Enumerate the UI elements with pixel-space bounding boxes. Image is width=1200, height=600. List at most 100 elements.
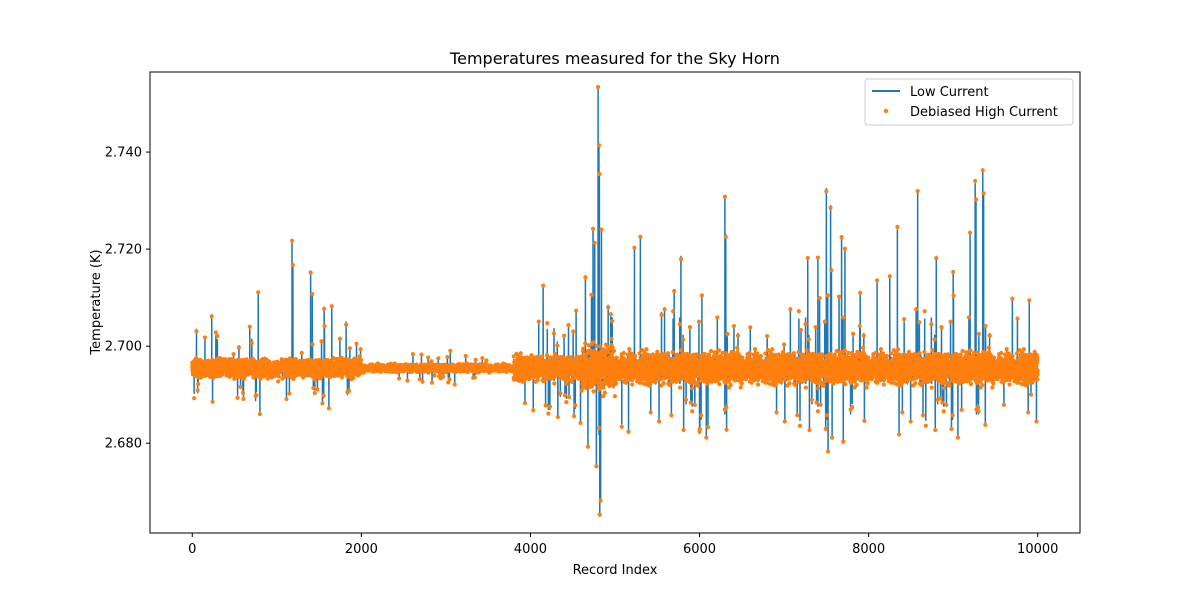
debiased-high-current-point — [436, 356, 441, 361]
debiased-high-current-point — [522, 400, 528, 406]
debiased-high-current-point — [426, 355, 431, 360]
debiased-high-current-point — [608, 312, 613, 317]
debiased-high-current-point — [321, 393, 326, 398]
debiased-high-current-point — [531, 408, 536, 413]
debiased-high-current-point — [322, 306, 327, 311]
debiased-high-current-point — [591, 340, 596, 345]
debiased-high-current-point — [315, 387, 320, 392]
debiased-high-current-point — [595, 84, 601, 90]
debiased-high-current-point — [484, 358, 489, 363]
debiased-high-current-point — [331, 356, 336, 361]
debiased-high-current-point — [276, 379, 281, 384]
debiased-high-current-point — [196, 381, 201, 387]
debiased-high-current-point — [354, 341, 359, 346]
debiased-high-current-point — [564, 381, 569, 387]
debiased-high-current-point — [544, 353, 550, 358]
debiased-high-current-point — [432, 373, 437, 378]
debiased-high-current-point — [597, 171, 602, 177]
debiased-high-current-point — [552, 381, 557, 386]
debiased-high-current-point — [590, 226, 596, 231]
debiased-high-current-point — [445, 354, 450, 360]
debiased-high-current-point — [598, 344, 603, 349]
debiased-high-current-point — [299, 350, 304, 355]
debiased-high-current-point — [322, 323, 327, 329]
debiased-high-current-point — [441, 374, 446, 379]
debiased-high-current-point — [547, 404, 553, 409]
debiased-high-current-point — [598, 498, 603, 503]
debiased-high-current-point — [601, 385, 606, 390]
debiased-high-current-point — [518, 351, 523, 356]
debiased-high-current-point — [566, 394, 572, 400]
debiased-high-current-point — [312, 390, 317, 396]
debiased-high-current-point — [562, 333, 567, 338]
debiased-high-current-point — [583, 275, 588, 280]
debiased-high-current-point — [346, 388, 352, 393]
debiased-high-current-point — [536, 319, 541, 324]
debiased-high-current-point — [210, 399, 215, 404]
debiased-high-current-point — [337, 336, 342, 341]
debiased-high-current-point — [195, 388, 200, 393]
debiased-high-current-point — [235, 395, 240, 400]
debiased-high-current-point — [429, 380, 435, 385]
debiased-high-current-point — [310, 342, 315, 347]
debiased-high-current-point — [609, 336, 614, 341]
debiased-high-current-point — [249, 340, 254, 346]
debiased-high-current-point — [602, 390, 607, 395]
debiased-high-current-point — [308, 270, 313, 275]
debiased-high-current-point — [351, 375, 356, 380]
debiased-high-current-point — [405, 378, 410, 383]
debiased-high-current-point — [610, 319, 615, 324]
debiased-high-current-point — [568, 356, 573, 361]
debiased-high-current-point — [215, 333, 220, 339]
series-debiased-high-current — [190, 84, 1040, 517]
debiased-high-current-point — [232, 376, 237, 381]
debiased-high-current-point — [597, 512, 602, 517]
debiased-high-current-point — [571, 414, 577, 419]
debiased-high-current-point — [358, 347, 363, 352]
debiased-high-current-point — [320, 401, 325, 406]
debiased-high-current-point — [256, 290, 261, 295]
debiased-high-current-point — [591, 389, 596, 394]
debiased-high-current-point — [319, 339, 324, 344]
debiased-high-current-point — [540, 354, 545, 359]
debiased-high-current-point — [276, 374, 281, 379]
debiased-high-current-point — [558, 391, 563, 396]
debiased-high-current-point — [238, 384, 243, 389]
debiased-high-current-point — [596, 143, 602, 148]
debiased-high-current-point — [611, 348, 617, 353]
debiased-high-current-point — [344, 322, 349, 327]
debiased-high-current-point — [452, 382, 457, 387]
debiased-high-current-point — [397, 376, 402, 381]
debiased-high-current-point — [592, 240, 597, 245]
debiased-high-current-point — [600, 394, 606, 399]
plot-area — [190, 84, 1040, 517]
debiased-high-current-point — [194, 329, 199, 334]
debiased-high-current-point — [287, 391, 292, 396]
debiased-high-current-point — [410, 352, 416, 357]
debiased-high-current-point — [571, 329, 576, 334]
debiased-high-current-point — [254, 393, 259, 398]
debiased-high-current-point — [213, 330, 218, 335]
debiased-high-current-point — [240, 390, 246, 395]
debiased-high-current-point — [594, 464, 599, 469]
debiased-high-current-point — [247, 324, 252, 329]
debiased-high-current-point — [311, 385, 316, 391]
debiased-high-current-point — [541, 283, 546, 288]
debiased-high-current-point — [555, 343, 560, 348]
debiased-high-current-point — [347, 346, 352, 351]
debiased-high-current-point — [290, 262, 295, 268]
debiased-high-current-point — [581, 346, 586, 351]
debiased-high-current-point — [599, 227, 604, 232]
debiased-high-current-point — [589, 292, 594, 297]
debiased-high-current-point — [241, 396, 246, 402]
debiased-high-current-point — [606, 305, 611, 310]
debiased-high-current-point — [419, 352, 424, 357]
debiased-high-current-point — [358, 357, 364, 362]
debiased-high-current-point — [596, 425, 602, 431]
chart-title: Temperatures measured for the Sky Horn — [449, 49, 780, 68]
debiased-high-current-point — [574, 308, 579, 313]
debiased-high-current-point — [562, 393, 568, 398]
debiased-high-current-point — [546, 411, 551, 416]
debiased-high-current-point — [555, 414, 560, 420]
